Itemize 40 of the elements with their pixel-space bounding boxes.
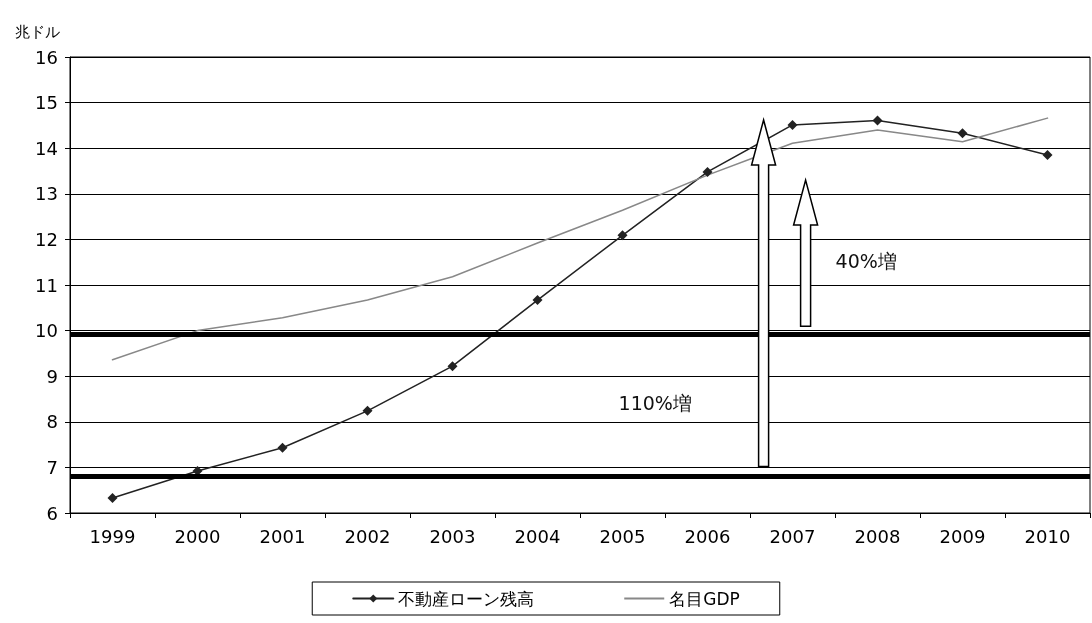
x-tick-label: 2000 [174,525,221,547]
x-tick-label: 2001 [259,525,306,547]
x-tick-label: 2003 [429,525,476,547]
point [957,128,968,139]
y-tick-label: 11 [35,274,58,296]
x-tick-label: 2007 [769,525,816,547]
point [447,361,458,372]
point [277,442,288,453]
point [532,295,543,306]
y-tick-label: 6 [46,502,58,524]
point [787,119,798,130]
x-tick-label: 2005 [599,525,646,547]
y-tick-label: 14 [35,137,58,159]
y-axis-title: 兆ドル [15,22,60,41]
point [872,115,883,126]
point [362,405,373,416]
point [107,492,118,503]
y-tick-label: 10 [35,320,58,342]
point [702,166,713,177]
y-tick-label: 7 [46,456,58,478]
x-tick-label: 2002 [344,525,391,547]
point [1042,150,1053,161]
legend-label: 不動産ローン残高 [398,588,535,609]
y-tick-label: 15 [35,92,58,114]
x-tick-label: 2006 [684,525,731,547]
y-tick-label: 9 [46,365,58,387]
y-tick-label: 16 [35,46,58,68]
annotation: 40%増 [835,250,897,273]
annotation: 110%増 [618,391,692,414]
x-tick-label: 2009 [939,525,986,547]
x-tick-label: 2010 [1024,525,1071,547]
legend-label: 名目GDP [669,588,740,609]
y-tick-label: 13 [35,183,58,205]
line-series [111,117,1049,361]
x-tick-label: 1999 [89,525,136,547]
x-tick-label: 2004 [514,525,561,547]
y-tick-label: 8 [46,411,58,433]
y-tick-label: 12 [35,228,58,250]
point [617,230,628,241]
x-tick-label: 2008 [854,525,901,547]
